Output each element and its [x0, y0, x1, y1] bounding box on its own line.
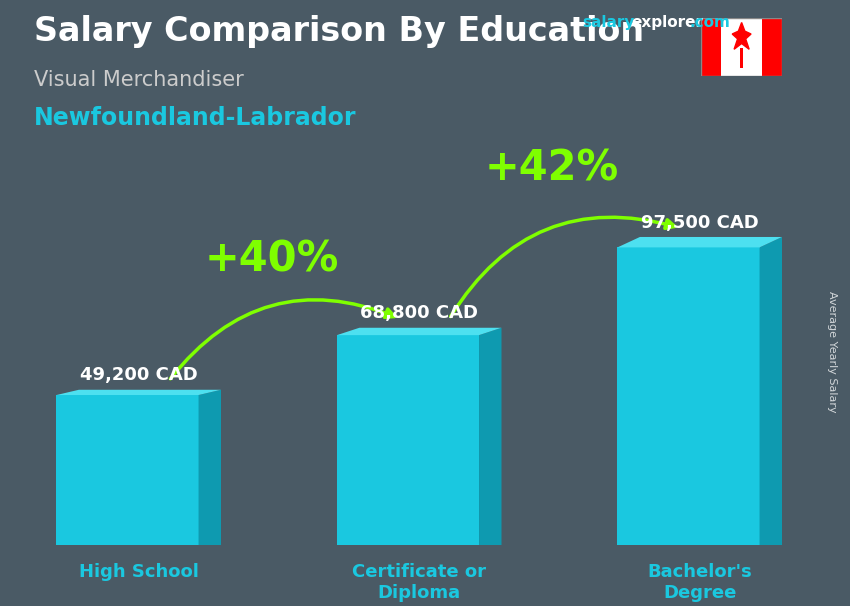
Text: 49,200 CAD: 49,200 CAD — [80, 367, 197, 384]
Text: Average Yearly Salary: Average Yearly Salary — [827, 291, 837, 412]
Text: Newfoundland-Labrador: Newfoundland-Labrador — [34, 106, 356, 130]
Text: salary: salary — [582, 15, 635, 30]
Polygon shape — [56, 395, 199, 545]
Polygon shape — [337, 335, 479, 545]
Polygon shape — [732, 22, 751, 49]
Text: Salary Comparison By Education: Salary Comparison By Education — [34, 15, 644, 48]
Text: +40%: +40% — [204, 238, 338, 280]
Polygon shape — [337, 328, 502, 335]
FancyArrowPatch shape — [450, 217, 675, 316]
Text: High School: High School — [79, 563, 199, 581]
Polygon shape — [479, 328, 502, 545]
Polygon shape — [199, 390, 221, 545]
Bar — [740, 48, 743, 68]
Text: Bachelor's
Degree: Bachelor's Degree — [648, 563, 752, 602]
Text: 97,500 CAD: 97,500 CAD — [641, 214, 758, 231]
Text: explorer: explorer — [632, 15, 704, 30]
Text: Certificate or
Diploma: Certificate or Diploma — [352, 563, 486, 602]
Text: Visual Merchandiser: Visual Merchandiser — [34, 70, 244, 90]
Text: +42%: +42% — [484, 147, 619, 190]
Polygon shape — [760, 237, 782, 545]
Bar — [701, 18, 722, 76]
Bar — [762, 18, 782, 76]
Bar — [722, 18, 762, 76]
Text: 68,800 CAD: 68,800 CAD — [360, 304, 479, 322]
Polygon shape — [617, 237, 782, 247]
FancyArrowPatch shape — [170, 300, 394, 379]
Text: .com: .com — [689, 15, 730, 30]
Polygon shape — [617, 247, 760, 545]
Polygon shape — [56, 390, 221, 395]
